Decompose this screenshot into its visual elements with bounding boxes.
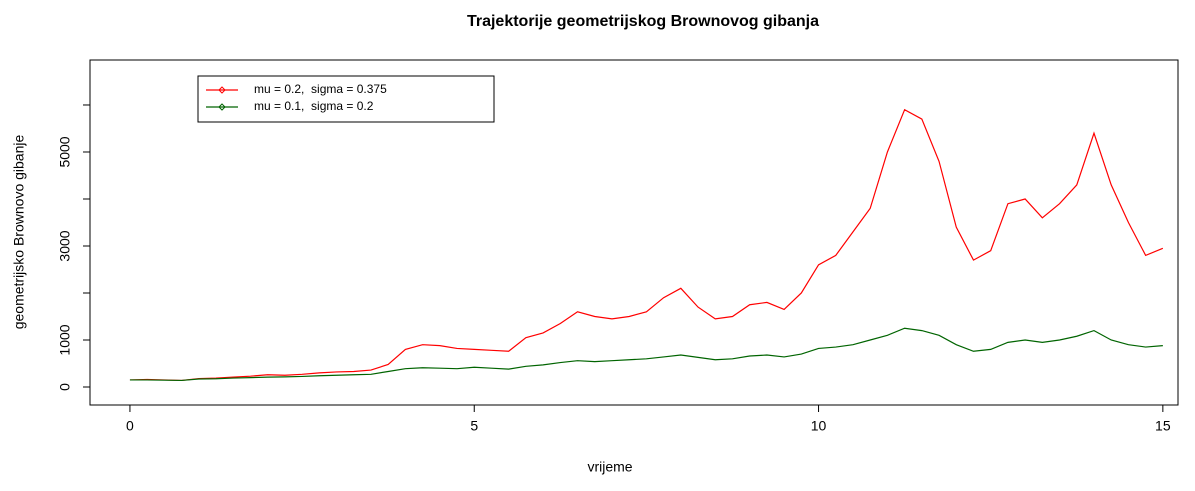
plot-frame	[89, 59, 1179, 406]
legend-label: mu = 0.1, sigma = 0.2	[254, 99, 374, 113]
legend-marker	[218, 86, 226, 94]
legend-box	[197, 75, 495, 123]
y-axis-label: geometrijsko Brownovo gibanje	[11, 135, 27, 330]
y-tick-label: 0	[57, 383, 73, 391]
legend-marker	[218, 103, 226, 111]
series-line	[129, 327, 1163, 382]
series-line	[129, 108, 1164, 382]
y-tick-label: 5000	[57, 136, 73, 167]
x-tick-label: 5	[470, 418, 478, 434]
x-axis-label: vrijeme	[587, 459, 632, 475]
y-tick-label: 1000	[57, 324, 73, 355]
x-tick-label: 10	[811, 418, 827, 434]
legend-label: mu = 0.2, sigma = 0.375	[254, 82, 387, 96]
x-tick-label: 15	[1155, 418, 1171, 434]
legend: mu = 0.2, sigma = 0.375 mu = 0.1, sigma =…	[197, 75, 495, 123]
x-tick-label: 0	[126, 418, 134, 434]
y-tick-label: 3000	[57, 230, 73, 261]
chart-title: Trajektorije geometrijskog Brownovog gib…	[467, 13, 819, 30]
